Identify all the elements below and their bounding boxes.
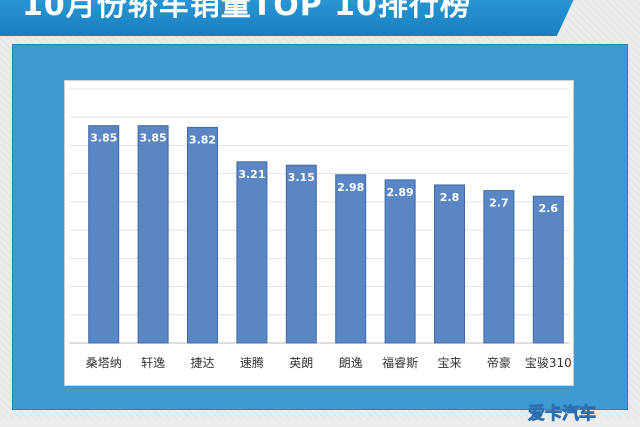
data-label: 3.85 <box>90 132 117 145</box>
bar-福睿斯 <box>384 179 416 344</box>
category-label: 轩逸 <box>141 356 165 370</box>
data-label: 3.21 <box>238 168 265 181</box>
bar-宝骏310 <box>532 195 564 344</box>
data-label: 3.15 <box>288 171 315 184</box>
bar-桑塔纳 <box>88 125 120 344</box>
bar-英朗 <box>285 164 317 344</box>
category-label: 朗逸 <box>339 356 363 370</box>
bar-捷达 <box>187 126 218 344</box>
data-label: 3.82 <box>189 133 216 146</box>
watermark-logo: 爱卡汽车 <box>526 401 612 425</box>
data-label: 2.89 <box>387 186 414 199</box>
title-banner <box>0 0 580 36</box>
category-label: 捷达 <box>190 356 214 370</box>
plot-area: 3.85 桑塔纳 3.85 轩逸 3.82 捷达 3.21 速腾 3.15 英朗 2.98 朗逸 2.8… <box>64 80 574 386</box>
category-label: 英朗 <box>289 356 313 370</box>
bar-帝豪 <box>483 190 515 344</box>
bar-速腾 <box>236 161 268 344</box>
category-label: 福睿斯 <box>382 355 418 370</box>
data-label: 2.7 <box>489 197 509 210</box>
data-label: 3.85 <box>140 132 167 145</box>
data-label: 2.98 <box>337 181 364 194</box>
category-label: 宝骏310 <box>525 356 572 370</box>
bar-宝来 <box>434 184 465 344</box>
bar-chart: 3.85 桑塔纳 3.85 轩逸 3.82 捷达 3.21 速腾 3.15 英朗 2.98 朗逸 2.8… <box>69 88 572 370</box>
watermark-text: 爱卡汽车 <box>528 403 596 423</box>
category-label: 桑塔纳 <box>86 356 122 370</box>
chart-title: 10月份轿车销量TOP 10排行榜 <box>22 0 471 23</box>
category-label: 速腾 <box>240 355 264 370</box>
bar-轩逸 <box>137 125 169 344</box>
category-label: 帝豪 <box>487 355 511 370</box>
data-label: 2.6 <box>539 202 559 215</box>
data-label: 2.8 <box>440 191 460 204</box>
bar-朗逸 <box>335 174 367 344</box>
category-label: 宝来 <box>437 356 461 370</box>
